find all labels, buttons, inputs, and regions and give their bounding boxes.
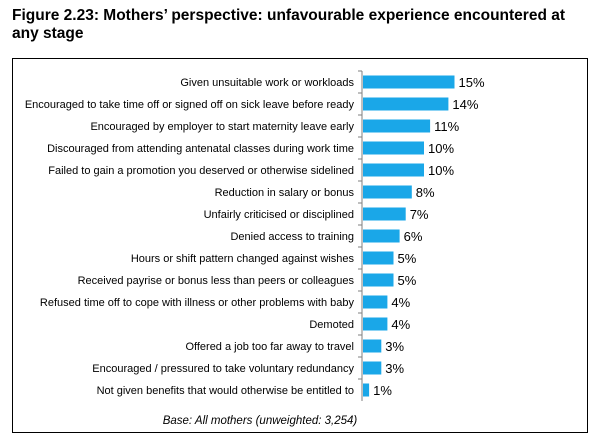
category-label: Encouraged to take time off or signed of… <box>25 99 355 111</box>
bar <box>363 317 388 331</box>
bars-layer: 15% 14% 11% 10% 10% 8% 7% 6% 5% 5% 4% 4% 3% 3% 1% <box>363 75 485 398</box>
bar <box>363 75 455 89</box>
category-label: Refused time off to cope with illness or… <box>40 297 355 309</box>
value-label: 3% <box>385 339 404 354</box>
category-label: Received payrise or bonus less than peer… <box>78 275 355 287</box>
category-label: Discouraged from attending antenatal cla… <box>47 143 354 155</box>
category-label: Failed to gain a promotion you deserved … <box>48 165 354 177</box>
bar <box>363 119 431 133</box>
figure-title: Figure 2.23: Mothers’ perspective: unfav… <box>12 7 566 42</box>
bar <box>363 339 382 353</box>
category-label: Encouraged / pressured to take voluntary… <box>92 363 354 375</box>
category-label: Denied access to training <box>230 231 354 243</box>
bar <box>363 141 424 155</box>
bar <box>363 383 370 397</box>
category-label: Unfairly criticised or disciplined <box>204 209 354 221</box>
bar <box>363 361 382 375</box>
bar <box>363 97 449 111</box>
axis-layer: Given unsuitable work or workloads Encour… <box>25 70 363 401</box>
value-label: 3% <box>385 361 404 376</box>
bar <box>363 185 412 199</box>
value-label: 7% <box>410 207 429 222</box>
bar <box>363 273 394 287</box>
category-label: Reduction in salary or bonus <box>215 187 355 199</box>
value-label: 14% <box>452 97 478 112</box>
value-label: 11% <box>434 119 459 134</box>
chart-frame <box>12 58 588 433</box>
bar <box>363 229 400 243</box>
bar <box>363 295 388 309</box>
base-note: Base: All mothers (unweighted: 3,254) <box>163 415 358 427</box>
value-label: 5% <box>398 273 417 288</box>
value-label: 4% <box>391 317 410 332</box>
value-label: 1% <box>373 383 392 398</box>
category-label: Demoted <box>309 319 354 331</box>
value-label: 15% <box>459 75 485 90</box>
category-label: Offered a job too far away to travel <box>185 341 354 353</box>
value-label: 6% <box>404 229 423 244</box>
value-label: 4% <box>391 295 410 310</box>
bar <box>363 163 424 177</box>
category-label: Given unsuitable work or workloads <box>180 77 354 89</box>
value-label: 8% <box>416 185 435 200</box>
category-label: Encouraged by employer to start maternit… <box>90 121 354 133</box>
value-label: 5% <box>398 251 417 266</box>
value-label: 10% <box>428 163 454 178</box>
bar <box>363 251 394 265</box>
bar <box>363 207 406 221</box>
category-label: Not given benefits that would otherwise … <box>97 385 354 397</box>
value-label: 10% <box>428 141 454 156</box>
category-label: Hours or shift pattern changed against w… <box>131 253 355 265</box>
